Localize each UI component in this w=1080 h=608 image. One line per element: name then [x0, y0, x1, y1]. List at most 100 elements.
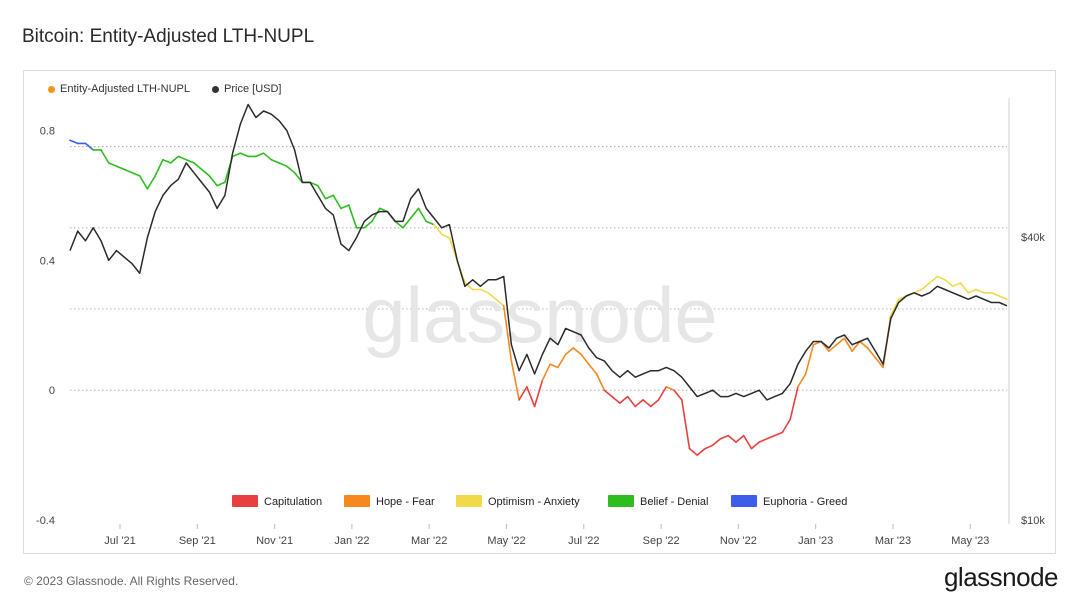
nupl-segment: [487, 291, 497, 301]
nupl-segment: [766, 434, 776, 440]
nupl-segment: [262, 152, 273, 161]
nupl-segment: [402, 217, 412, 229]
nupl-segment: [216, 181, 226, 187]
nupl-segment: [208, 175, 218, 187]
nupl-segment: [541, 363, 551, 382]
zone-legend-swatch-0: [232, 495, 258, 507]
x-tick-1: Sep '21: [179, 535, 216, 547]
nupl-segment: [611, 395, 621, 404]
zone-legend-swatch-3: [608, 495, 634, 507]
nupl-segment: [758, 437, 768, 443]
nupl-segment: [866, 347, 877, 359]
x-tick-0: Jul '21: [104, 535, 135, 547]
y-left-tick-0: 0.8: [40, 125, 55, 137]
nupl-segment: [951, 282, 962, 288]
price-line: [69, 103, 1008, 401]
x-tick-4: Mar '22: [411, 535, 447, 547]
nupl-segment: [719, 434, 730, 440]
zone-legend-swatch-2: [456, 495, 482, 507]
nupl-segment: [309, 181, 319, 187]
nupl-segment: [874, 356, 884, 369]
nupl-segment: [580, 353, 590, 366]
nupl-segment: [797, 373, 807, 388]
top-legend: Entity-Adjusted LTH-NUPL Price [USD]: [48, 83, 281, 95]
nupl-segment: [440, 233, 451, 239]
nupl-segment: [595, 373, 606, 392]
nupl-segment: [998, 295, 1008, 301]
x-tick-7: Sep '22: [643, 535, 680, 547]
legend-label-nupl: Entity-Adjusted LTH-NUPL: [60, 83, 191, 95]
nupl-segment: [363, 220, 373, 229]
nupl-segment: [975, 288, 985, 294]
nupl-segment: [293, 171, 304, 184]
nupl-segment: [913, 288, 923, 294]
nupl-segment: [518, 386, 528, 401]
nupl-segment: [169, 155, 180, 164]
legend-dot-price: [212, 85, 220, 93]
y-left-tick-2: 0: [49, 385, 55, 397]
nupl-segment: [69, 139, 79, 145]
nupl-segment: [673, 389, 683, 401]
zone-legend-label-0: Capitulation: [264, 496, 322, 508]
nupl-segment: [340, 204, 350, 210]
nupl-segment: [649, 399, 660, 408]
zone-legend-label-2: Optimism - Anxiety: [488, 496, 580, 508]
nupl-segment: [549, 363, 559, 369]
nupl-segment: [239, 152, 249, 158]
nupl-segment: [502, 304, 513, 362]
zone-legend-label-1: Hope - Fear: [376, 496, 435, 508]
nupl-segment: [959, 282, 970, 294]
nupl-segment: [711, 437, 722, 447]
nupl-segment: [123, 168, 133, 174]
nupl-segment: [193, 162, 203, 171]
nupl-segment: [324, 194, 335, 200]
nupl-segment: [131, 171, 141, 177]
x-tick-5: May '22: [487, 535, 525, 547]
nupl-segment: [162, 158, 172, 164]
nupl-segment: [464, 282, 474, 291]
legend-item-nupl[interactable]: Entity-Adjusted LTH-NUPL: [48, 83, 190, 95]
nupl-segment: [526, 386, 536, 408]
nupl-segment: [270, 158, 280, 164]
nupl-segment: [967, 288, 977, 294]
nupl-segment: [781, 418, 792, 434]
y-left-tick-1: 0.4: [40, 255, 55, 267]
nupl-segment: [920, 282, 931, 291]
nupl-segment: [587, 363, 598, 375]
nupl-segment: [138, 175, 149, 190]
nupl-segment: [696, 447, 706, 456]
nupl-segment: [642, 399, 652, 408]
chart-frame: [23, 70, 1056, 554]
nupl-segment: [835, 337, 846, 346]
y-right-tick-0: $40k: [1021, 232, 1045, 244]
nupl-segment: [843, 337, 853, 353]
legend-item-price[interactable]: Price [USD]: [212, 83, 281, 95]
zone-legend-swatch-1: [344, 495, 370, 507]
nupl-segment: [417, 207, 428, 223]
nupl-segment: [394, 220, 404, 229]
zone-legend-label-3: Belief - Denial: [640, 496, 708, 508]
x-tick-2: Nov '21: [256, 535, 293, 547]
nupl-segment: [200, 168, 211, 177]
nupl-segment: [255, 152, 265, 158]
nupl-segment: [944, 278, 954, 288]
nupl-segment: [316, 184, 327, 200]
nupl-segment: [789, 386, 799, 421]
nupl-segment: [618, 395, 629, 404]
x-tick-6: Jul '22: [568, 535, 599, 547]
x-tick-8: Nov '22: [720, 535, 757, 547]
nupl-segment: [533, 379, 544, 408]
nupl-segment: [557, 353, 567, 369]
nupl-segment: [626, 395, 637, 408]
nupl-segment: [773, 431, 784, 437]
nupl-segment: [433, 223, 443, 236]
nupl-segment: [231, 152, 242, 158]
nupl-segment: [634, 399, 644, 408]
nupl-segment: [495, 298, 505, 307]
page-title: Bitcoin: Entity-Adjusted LTH-NUPL: [22, 26, 315, 47]
nupl-segment: [928, 275, 939, 284]
nupl-segment: [889, 298, 900, 317]
nupl-segment: [704, 444, 714, 450]
zone-legend-label-4: Euphoria - Greed: [763, 496, 847, 508]
